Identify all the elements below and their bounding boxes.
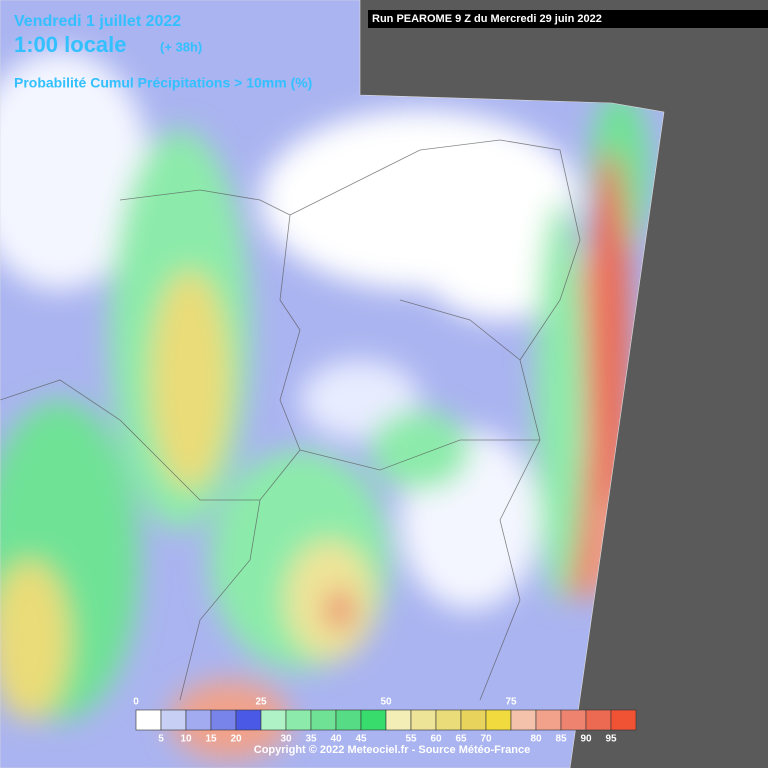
legend-tick-label: 80	[530, 734, 542, 745]
legend-tick-label: 65	[455, 734, 467, 745]
legend-cell	[485, 709, 512, 731]
legend-tick-label: 90	[580, 734, 592, 745]
legend-tick-label: 60	[430, 734, 442, 745]
legend-cell	[160, 709, 187, 731]
legend-cell	[235, 709, 262, 731]
legend-tick-label: 20	[230, 734, 242, 745]
legend-tick-label: 95	[605, 734, 617, 745]
legend-cell	[260, 709, 287, 731]
legend-tick-label: 0	[133, 697, 139, 708]
subtitle: Probabilité Cumul Précipitations > 10mm …	[14, 75, 312, 91]
legend-cell	[510, 709, 537, 731]
forecast-date: Vendredi 1 juillet 2022	[14, 13, 181, 30]
legend-tick-label: 75	[505, 697, 517, 708]
legend-cell	[535, 709, 562, 731]
run-box	[368, 10, 768, 28]
legend-cell	[435, 709, 462, 731]
legend-cell	[135, 709, 162, 731]
legend-cell	[360, 709, 387, 731]
legend-cell	[385, 709, 412, 731]
copyright: Copyright © 2022 Meteociel.fr - Source M…	[254, 744, 530, 756]
legend-cell	[585, 709, 612, 731]
legend-tick-label: 85	[555, 734, 567, 745]
run-info: Run PEAROME 9 Z du Mercredi 29 juin 2022	[372, 13, 602, 25]
legend-tick-label: 50	[380, 697, 392, 708]
legend-tick-label: 45	[355, 734, 367, 745]
legend-cell	[210, 709, 237, 731]
legend-tick-label: 15	[205, 734, 217, 745]
legend-tick-label: 55	[405, 734, 417, 745]
legend-cell	[185, 709, 212, 731]
legend-cell	[610, 709, 637, 731]
legend-tick-label: 40	[330, 734, 342, 745]
legend-tick-label: 5	[158, 734, 164, 745]
legend-cell	[460, 709, 487, 731]
legend-cell	[335, 709, 362, 731]
legend-cell	[410, 709, 437, 731]
domain-border	[0, 0, 665, 768]
legend-tick-label: 70	[480, 734, 492, 745]
legend-tick-label: 25	[255, 697, 267, 708]
legend: 0 5 10 15 20 25 30 35 40 45 50 55 60 65 70 75 80 85 90 95	[133, 697, 637, 745]
forecast-time: 1:00 locale	[14, 32, 127, 57]
legend-tick-label: 10	[180, 734, 192, 745]
legend-cell	[285, 709, 312, 731]
legend-cell	[560, 709, 587, 731]
legend-tick-label: 35	[305, 734, 317, 745]
lead-time: (+ 38h)	[160, 39, 202, 54]
legend-cell	[310, 709, 337, 731]
legend-tick-label: 30	[280, 734, 292, 745]
